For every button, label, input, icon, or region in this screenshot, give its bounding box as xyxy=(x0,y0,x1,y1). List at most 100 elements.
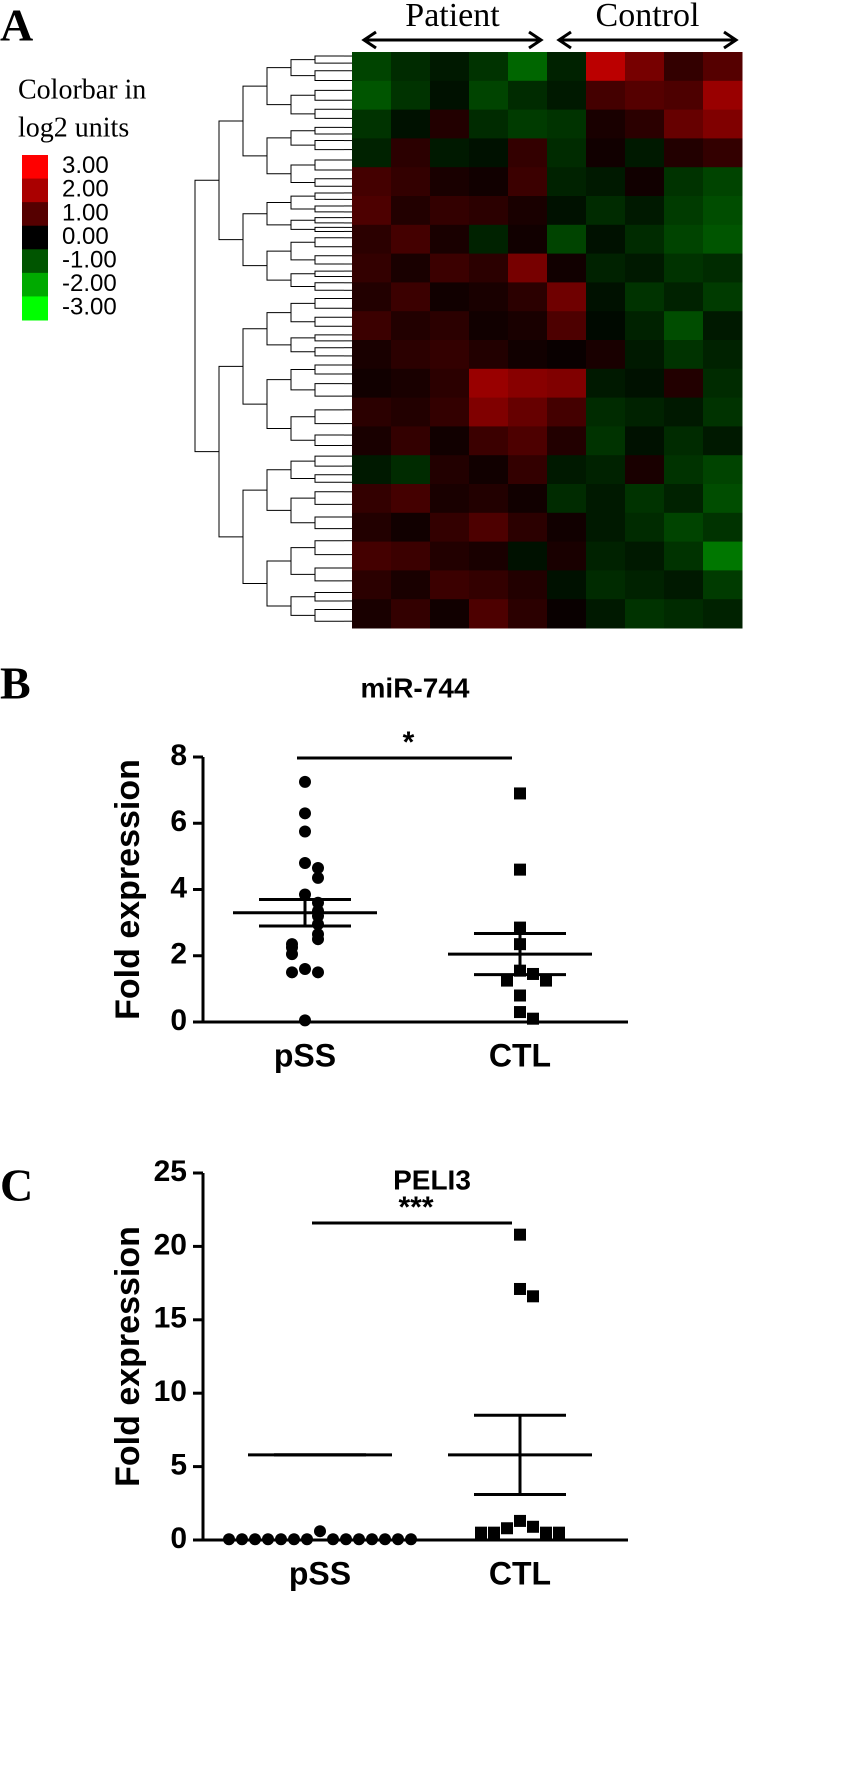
dendrogram xyxy=(314,455,344,467)
dendrogram xyxy=(314,192,344,200)
data-point xyxy=(312,861,324,874)
heatmap-cell xyxy=(391,426,431,456)
heatmap-cell xyxy=(352,109,392,139)
heatmap-cell xyxy=(469,196,509,226)
colorbar-label: 0.00 xyxy=(62,223,109,250)
heatmap-cell xyxy=(664,224,704,255)
dendrogram xyxy=(314,567,344,582)
heatmap-cell xyxy=(547,541,587,571)
panel-label: B xyxy=(0,658,31,709)
heatmap-cell xyxy=(391,253,431,283)
data-point xyxy=(392,1533,404,1546)
colorbar-swatch xyxy=(22,296,48,321)
data-point xyxy=(540,974,552,987)
data-point xyxy=(514,1006,526,1019)
heatmap-cell xyxy=(391,138,431,168)
heatmap-cell xyxy=(430,52,470,82)
heatmap-cell xyxy=(586,253,626,283)
heatmap-cell xyxy=(703,196,743,226)
heatmap-cell xyxy=(625,196,665,226)
heatmap-cell xyxy=(352,224,392,255)
heatmap-cell xyxy=(547,196,587,226)
heatmap-cell xyxy=(625,224,665,255)
data-point xyxy=(312,871,324,884)
heatmap-cell xyxy=(625,340,665,370)
heatmap-cell xyxy=(625,599,665,629)
heatmap-cell xyxy=(391,570,431,600)
heatmap-cell xyxy=(469,426,509,456)
dendrogram xyxy=(314,334,344,342)
dendrogram xyxy=(266,469,291,511)
arrow-head xyxy=(361,30,377,50)
heatmap-cell xyxy=(508,311,548,341)
heatmap-cell xyxy=(547,340,587,370)
colorbar-swatch xyxy=(22,178,48,203)
dendrogram xyxy=(290,302,315,323)
data-point xyxy=(501,1522,513,1535)
heatmap-cell xyxy=(391,52,431,82)
heatmap-cell xyxy=(352,484,392,514)
heatmap-cell xyxy=(625,80,665,111)
heatmap-cell xyxy=(703,282,743,312)
heatmap-cell xyxy=(547,570,587,600)
heatmap-cell xyxy=(625,541,665,571)
heatmap-cell xyxy=(469,455,509,485)
data-point xyxy=(288,1533,300,1546)
panel-label: C xyxy=(0,1160,33,1211)
x-tick-label: CTL xyxy=(489,1037,551,1073)
heatmap-cell xyxy=(625,397,665,427)
heatmap-cell xyxy=(469,541,509,571)
chart-title: PELI3 xyxy=(393,1164,471,1195)
heatmap-cell xyxy=(625,253,665,283)
heatmap-cell xyxy=(391,109,431,139)
heatmap-cell xyxy=(664,196,704,226)
y-axis-label: Fold expression xyxy=(109,759,147,1020)
data-point xyxy=(514,863,526,876)
heatmap-cell xyxy=(430,224,470,255)
heatmap-cell xyxy=(664,282,704,312)
heatmap-cell xyxy=(703,512,743,543)
dendrogram xyxy=(290,59,315,77)
dendrogram xyxy=(290,164,315,184)
heatmap-cell xyxy=(547,512,587,543)
dendrogram xyxy=(314,226,344,232)
data-point xyxy=(236,1533,248,1546)
dendrogram xyxy=(314,237,344,248)
dendrogram xyxy=(314,491,344,505)
dendrogram xyxy=(314,516,344,530)
dendrogram xyxy=(290,460,315,480)
dendrogram xyxy=(290,219,315,230)
heatmap-cell xyxy=(586,570,626,600)
data-point xyxy=(299,825,311,838)
dendrogram xyxy=(314,205,344,213)
heatmap-cell xyxy=(625,455,665,485)
heatmap-cell xyxy=(664,138,704,168)
heatmap-cell xyxy=(664,340,704,370)
colorbar-swatch xyxy=(22,249,48,274)
heatmap-cell xyxy=(664,397,704,427)
dendrogram xyxy=(314,282,344,291)
heatmap-cell xyxy=(508,599,548,629)
heatmap-cell xyxy=(703,426,743,456)
heatmap-cell xyxy=(547,138,587,168)
data-point xyxy=(286,966,298,979)
dendrogram xyxy=(314,70,344,82)
heatmap-cell xyxy=(430,340,470,370)
dendrogram xyxy=(266,67,291,106)
colorbar-swatch xyxy=(22,202,48,227)
dendrogram xyxy=(218,365,243,538)
heatmap-cell xyxy=(391,484,431,514)
heatmap-cell xyxy=(391,512,431,543)
y-tick-label: 8 xyxy=(170,739,187,772)
heatmap-cell xyxy=(547,484,587,514)
heatmap-cell xyxy=(664,52,704,82)
dendrogram xyxy=(266,560,291,607)
heatmap-cell xyxy=(469,512,509,543)
data-point xyxy=(488,1526,500,1539)
dendrogram xyxy=(314,409,344,425)
heatmap-cell xyxy=(508,512,548,543)
heatmap-cell xyxy=(430,368,470,399)
heatmap-cell xyxy=(703,455,743,485)
heatmap-cell xyxy=(391,541,431,571)
